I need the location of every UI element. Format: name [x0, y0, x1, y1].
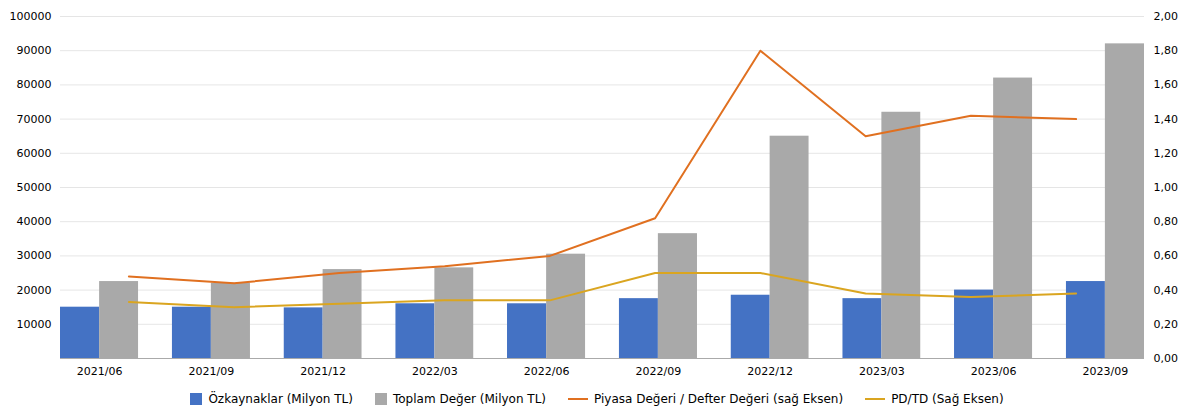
svg-text:100000: 100000 [10, 10, 52, 23]
svg-text:80000: 80000 [17, 78, 52, 91]
svg-text:2022/09: 2022/09 [636, 365, 682, 378]
svg-text:0,80: 0,80 [1154, 215, 1179, 228]
svg-text:1,00: 1,00 [1154, 181, 1179, 194]
html-text:Toplam Değer (Milyon TL): Toplam Değer (Milyon TL) [393, 392, 546, 406]
svg-text:30000: 30000 [17, 249, 52, 262]
svg-text:2023/09: 2023/09 [1083, 365, 1129, 378]
svg-text:2023/03: 2023/03 [859, 365, 905, 378]
svg-text:2022/12: 2022/12 [747, 365, 793, 378]
svg-text:2023/06: 2023/06 [971, 365, 1017, 378]
svg-text:1,60: 1,60 [1154, 78, 1179, 91]
svg-text:50000: 50000 [17, 181, 52, 194]
svg-text:20000: 20000 [17, 284, 52, 297]
svg-text:40000: 40000 [17, 215, 52, 228]
svg-text:2,00: 2,00 [1154, 10, 1179, 23]
svg-text:2021/12: 2021/12 [300, 365, 346, 378]
html-text:Özkaynaklar (Milyon TL): Özkaynaklar (Milyon TL) [208, 392, 353, 406]
svg-text:60000: 60000 [17, 147, 52, 160]
svg-text:2022/03: 2022/03 [412, 365, 458, 378]
html-text:PD/TD (Sağ Eksen): PD/TD (Sağ Eksen) [891, 392, 1004, 406]
svg-text:70000: 70000 [17, 113, 52, 126]
svg-text:1,80: 1,80 [1154, 44, 1179, 57]
svg-text:10000: 10000 [17, 318, 52, 331]
svg-text:1,20: 1,20 [1154, 147, 1179, 160]
svg-text:0,00: 0,00 [1154, 352, 1179, 365]
svg-text:90000: 90000 [17, 44, 52, 57]
html-text:Piyasa Değeri / Defter Değeri: Piyasa Değeri / Defter Değeri (sağ Eksen… [594, 392, 844, 406]
svg-text:1,40: 1,40 [1154, 113, 1179, 126]
svg-text:2022/06: 2022/06 [524, 365, 570, 378]
svg-text:2021/09: 2021/09 [189, 365, 235, 378]
svg-text:2021/06: 2021/06 [77, 365, 123, 378]
svg-text:0,60: 0,60 [1154, 249, 1179, 262]
svg-text:0,40: 0,40 [1154, 284, 1179, 297]
svg-text:0,20: 0,20 [1154, 318, 1179, 331]
